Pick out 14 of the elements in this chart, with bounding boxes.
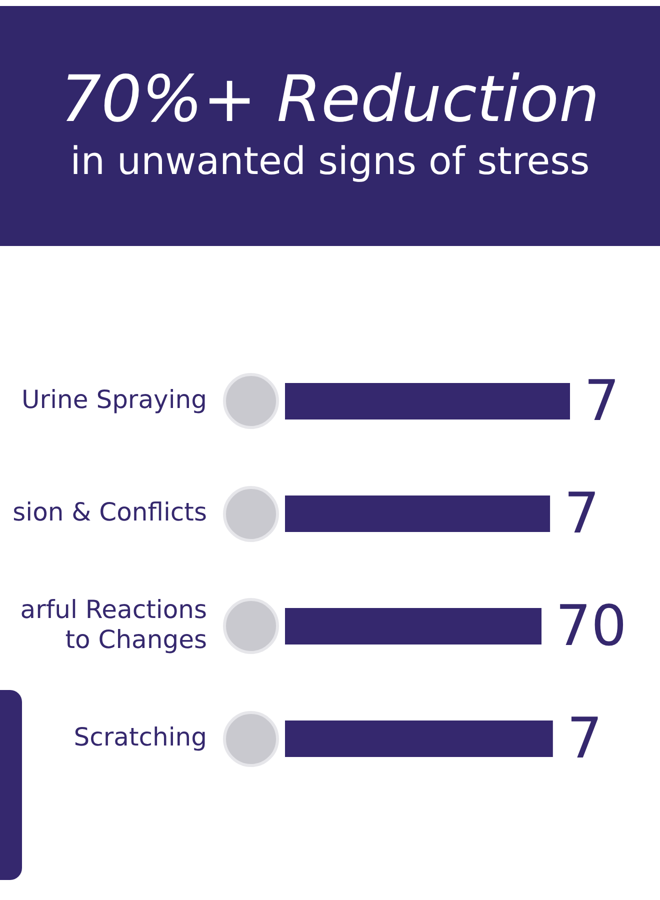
bar bbox=[285, 720, 553, 757]
annotation: 7 bbox=[564, 481, 600, 546]
y-tick-label: sion & Conflicts bbox=[12, 497, 207, 526]
y-tick-label: arful Reactions to Changes bbox=[20, 594, 207, 654]
annotation: 7 bbox=[566, 706, 603, 772]
annotation: 70 bbox=[556, 594, 627, 659]
chart-subtitle: in unwanted signs of stress bbox=[69, 138, 591, 185]
bar bbox=[285, 608, 542, 644]
bar bbox=[285, 383, 570, 420]
text: 7 bbox=[584, 368, 620, 434]
chart-title: 70%+ Reduction bbox=[59, 63, 601, 137]
y-tick-label: Urine Spraying bbox=[22, 384, 207, 414]
y-tick-label: Scratching bbox=[74, 722, 207, 752]
bar bbox=[285, 496, 550, 532]
